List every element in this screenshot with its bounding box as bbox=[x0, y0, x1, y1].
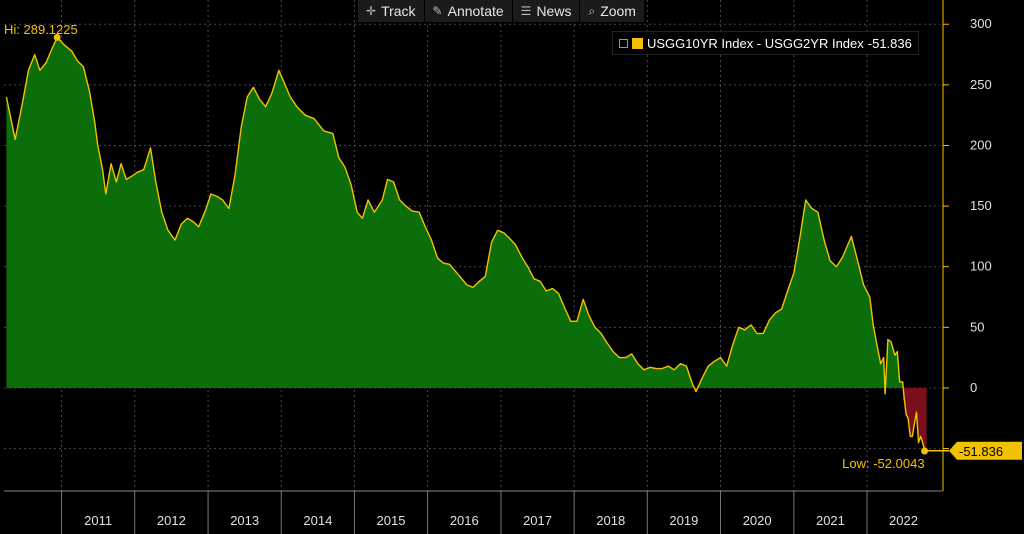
x-tick-label: 2012 bbox=[157, 513, 186, 528]
zoom-button[interactable]: ⌕ Zoom bbox=[580, 0, 645, 22]
y-tick-label: 0 bbox=[970, 380, 977, 395]
y-tick-label: 50 bbox=[970, 319, 984, 334]
track-label: Track bbox=[381, 3, 416, 19]
area-fill-positive bbox=[6, 37, 904, 388]
x-tick-label: 2018 bbox=[596, 513, 625, 528]
last-value-label: -51.836 bbox=[959, 444, 1003, 459]
annotate-label: Annotate bbox=[447, 3, 504, 19]
news-label: News bbox=[536, 3, 572, 19]
zoom-icon: ⌕ bbox=[588, 3, 596, 18]
last-value-tag bbox=[949, 441, 1022, 460]
high-marker bbox=[53, 33, 61, 41]
chart-legend[interactable]: USGG10YR Index - USGG2YR Index -51.836 bbox=[612, 31, 919, 55]
x-tick-label: 2016 bbox=[450, 513, 479, 528]
area-series bbox=[5, 36, 927, 452]
news-button[interactable]: ☰ News bbox=[513, 0, 581, 22]
crosshair-icon: ✛ bbox=[366, 4, 377, 18]
legend-last-value: -51.836 bbox=[867, 35, 912, 51]
annotations: Hi: 289.1225 Low: -52.0043 -51.836 bbox=[4, 22, 1022, 471]
chart-toolbar: ✛ Track ✎ Annotate ☰ News ⌕ Zoom bbox=[358, 0, 645, 22]
y-tick-label: 100 bbox=[970, 259, 992, 274]
legend-series-name: USGG10YR Index - USGG2YR Index bbox=[647, 35, 864, 51]
series-line bbox=[5, 36, 927, 452]
x-tick-label: 2017 bbox=[523, 513, 552, 528]
legend-swatch bbox=[632, 37, 643, 49]
y-tick-label: 250 bbox=[970, 77, 992, 92]
annotate-button[interactable]: ✎ Annotate bbox=[425, 0, 513, 22]
x-tick-label: 2020 bbox=[743, 513, 772, 528]
x-tick-label: 2014 bbox=[303, 513, 332, 528]
x-tick-label: 2019 bbox=[669, 513, 698, 528]
low-label: Low: -52.0043 bbox=[842, 456, 924, 471]
x-tick-label: 2022 bbox=[889, 513, 918, 528]
zoom-label: Zoom bbox=[600, 3, 636, 19]
y-tick-label: 150 bbox=[970, 198, 992, 213]
x-tick-label: 2011 bbox=[84, 513, 112, 528]
x-tick-label: 2021 bbox=[816, 513, 845, 528]
high-label: Hi: 289.1225 bbox=[4, 22, 78, 37]
x-tick-label: 2015 bbox=[377, 513, 406, 528]
y-tick-label: 200 bbox=[970, 137, 992, 152]
legend-toggle-icon[interactable] bbox=[619, 38, 628, 48]
x-tick-label: 2013 bbox=[230, 513, 259, 528]
y-tick-label: 300 bbox=[970, 16, 992, 31]
pencil-icon: ✎ bbox=[432, 4, 443, 18]
x-axis: 2011 2012 2013 2014 2015 2016 2017 2018 2019 2020… bbox=[4, 490, 943, 534]
news-icon: ☰ bbox=[520, 4, 532, 18]
track-button[interactable]: ✛ Track bbox=[358, 0, 425, 22]
